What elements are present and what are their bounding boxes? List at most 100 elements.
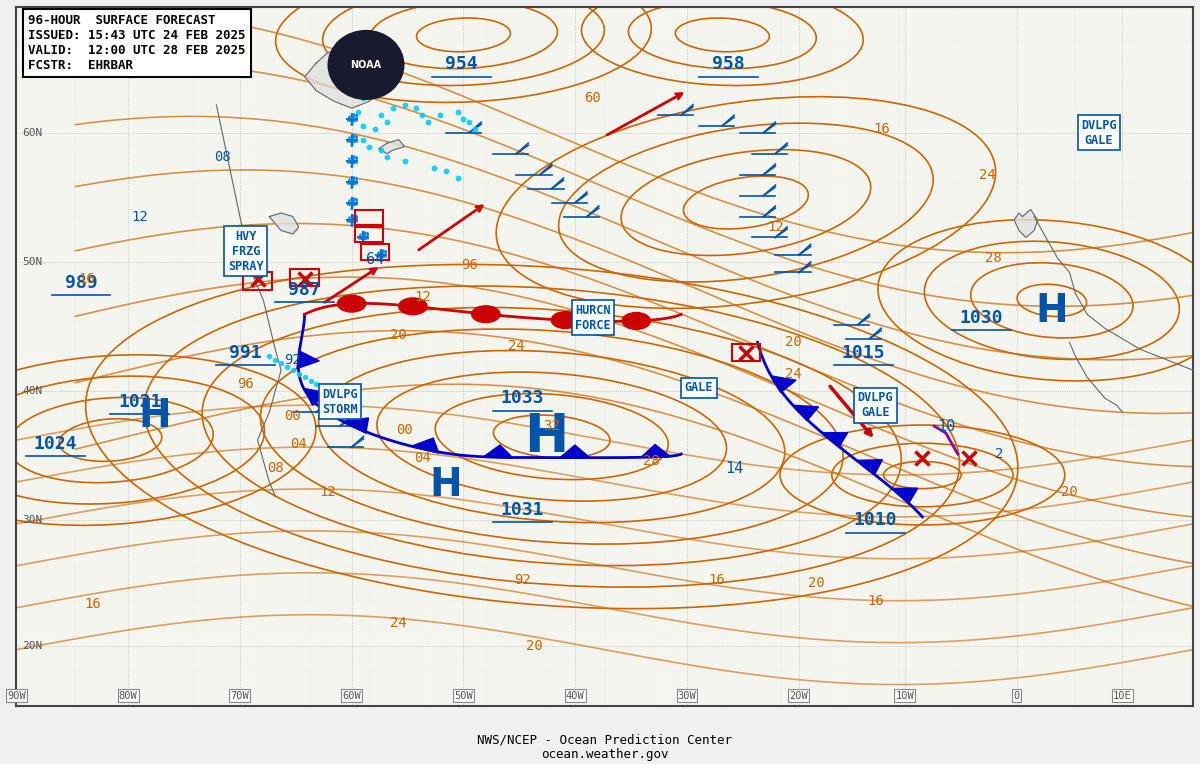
Text: H: H (139, 397, 172, 435)
Bar (355, 227, 384, 242)
Text: 64: 64 (366, 252, 384, 267)
Point (301, 374, 320, 387)
Text: 16: 16 (78, 273, 95, 286)
Polygon shape (484, 445, 514, 458)
Text: 1010: 1010 (853, 511, 898, 529)
Text: 20: 20 (1061, 485, 1078, 500)
Point (265, 354, 284, 366)
Text: 92: 92 (514, 573, 530, 587)
Circle shape (398, 298, 427, 315)
Circle shape (622, 312, 650, 329)
Point (277, 361, 296, 373)
Text: 24: 24 (785, 367, 802, 380)
Point (407, 102, 426, 115)
Bar (732, 344, 760, 361)
Text: 24: 24 (508, 338, 524, 353)
Text: 12: 12 (132, 209, 149, 224)
Polygon shape (641, 445, 671, 458)
Point (466, 123, 485, 135)
Point (448, 105, 467, 118)
Polygon shape (305, 49, 382, 108)
Text: DVLPG
STORM: DVLPG STORM (322, 387, 358, 416)
Point (413, 109, 432, 121)
Polygon shape (793, 405, 818, 421)
Text: 20W: 20W (790, 691, 809, 701)
Point (460, 116, 479, 128)
Point (377, 116, 396, 128)
Text: 08: 08 (214, 151, 230, 164)
Text: 958: 958 (712, 55, 744, 73)
Point (425, 161, 444, 173)
Text: 20: 20 (390, 329, 407, 342)
Point (283, 364, 302, 377)
Text: 1021: 1021 (118, 393, 162, 410)
Text: 28: 28 (985, 251, 1001, 265)
Point (354, 92, 373, 104)
Point (395, 154, 414, 167)
Text: NWS/NCEP - Ocean Prediction Center
ocean.weather.gov: NWS/NCEP - Ocean Prediction Center ocean… (478, 733, 732, 762)
Text: 989: 989 (65, 274, 97, 292)
Text: H: H (1036, 292, 1068, 330)
Point (307, 378, 326, 390)
Point (448, 172, 467, 184)
Text: 12: 12 (414, 290, 431, 304)
Text: 60: 60 (584, 91, 601, 105)
Text: 16: 16 (84, 597, 101, 611)
Text: 40N: 40N (23, 386, 42, 397)
Text: 20: 20 (808, 576, 824, 591)
Text: 70W: 70W (230, 691, 250, 701)
Text: 50N: 50N (23, 257, 42, 267)
Text: 16: 16 (866, 594, 883, 607)
Text: 92: 92 (284, 353, 301, 367)
Text: 0: 0 (1014, 691, 1020, 701)
Text: 80W: 80W (119, 691, 138, 701)
Point (454, 112, 473, 125)
Point (360, 141, 379, 153)
Point (366, 123, 385, 135)
Point (348, 105, 367, 118)
Text: 96: 96 (461, 258, 478, 273)
Text: 00: 00 (284, 409, 301, 422)
Polygon shape (822, 432, 847, 447)
Text: 14: 14 (725, 461, 743, 475)
Text: 1015: 1015 (842, 344, 886, 361)
Point (295, 371, 314, 384)
Text: NOAA: NOAA (350, 60, 382, 70)
Point (419, 116, 438, 128)
Text: 04: 04 (414, 451, 431, 465)
Point (377, 151, 396, 163)
Bar (290, 269, 319, 286)
Text: 96: 96 (238, 377, 254, 391)
Polygon shape (1014, 209, 1038, 238)
Point (372, 109, 391, 121)
Text: 40W: 40W (566, 691, 584, 701)
Point (354, 134, 373, 146)
Text: 1031: 1031 (500, 501, 544, 519)
Text: H: H (523, 410, 568, 462)
Bar (355, 209, 384, 225)
Text: 987: 987 (288, 281, 320, 299)
Polygon shape (560, 445, 589, 458)
Point (271, 357, 290, 369)
Circle shape (472, 306, 500, 322)
Point (259, 350, 278, 362)
Text: 1033: 1033 (500, 389, 544, 407)
Text: 50W: 50W (454, 691, 473, 701)
Text: GALE: GALE (684, 381, 713, 394)
Text: 30N: 30N (23, 516, 42, 526)
Polygon shape (412, 438, 439, 453)
Text: 10: 10 (937, 419, 955, 434)
Polygon shape (892, 488, 918, 503)
Text: HVY
FRZG
SPRAY: HVY FRZG SPRAY (228, 230, 264, 273)
Circle shape (329, 31, 403, 99)
Point (431, 109, 450, 121)
Polygon shape (343, 418, 368, 433)
Point (313, 381, 332, 393)
Text: 60W: 60W (342, 691, 361, 701)
Text: 954: 954 (445, 55, 478, 73)
Polygon shape (296, 351, 319, 368)
Text: 12: 12 (767, 220, 784, 234)
Text: 16: 16 (872, 122, 889, 136)
Point (354, 120, 373, 132)
Text: 04: 04 (290, 436, 307, 451)
